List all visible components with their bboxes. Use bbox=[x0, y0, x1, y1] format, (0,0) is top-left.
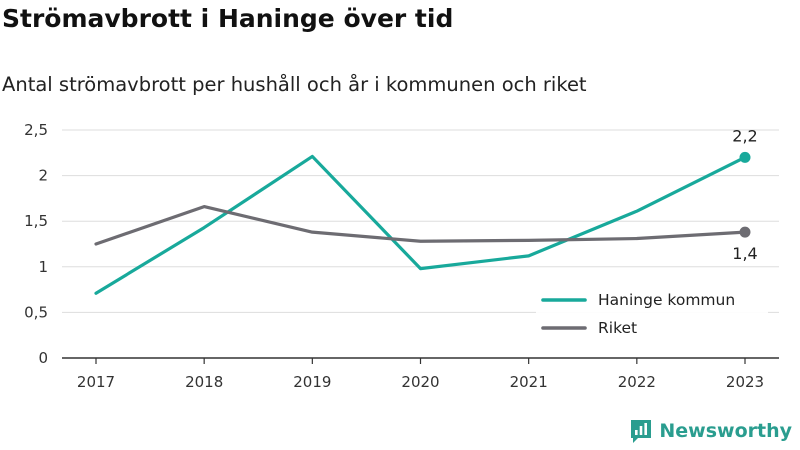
end-marker bbox=[739, 151, 751, 163]
series-line bbox=[94, 205, 747, 246]
y-tick-label: 0,5 bbox=[24, 303, 48, 321]
legend: Haninge kommun Riket bbox=[536, 284, 768, 344]
series-lines bbox=[94, 151, 751, 295]
data-label: 1,4 bbox=[732, 244, 757, 263]
y-tick-label: 2,5 bbox=[24, 121, 48, 139]
x-axis: 2017 2018 2019 2020 2021 2022 2023 bbox=[62, 357, 779, 391]
newsworthy-logo-icon bbox=[631, 420, 652, 443]
x-tick-label: 2021 bbox=[510, 373, 548, 391]
y-tick-label: 1 bbox=[38, 258, 48, 276]
legend-background bbox=[536, 284, 768, 344]
x-tick-label: 2018 bbox=[185, 373, 223, 391]
y-tick-label: 1,5 bbox=[24, 212, 48, 230]
y-tick-label: 0 bbox=[38, 349, 48, 367]
x-tick-label: 2022 bbox=[618, 373, 656, 391]
data-label: 2,2 bbox=[732, 126, 757, 145]
chart-subtitle: Antal strömavbrott per hushåll och år i … bbox=[2, 73, 587, 96]
legend-label: Riket bbox=[598, 319, 637, 337]
brand-name: Newsworthy bbox=[659, 420, 792, 442]
brand: Newsworthy bbox=[629, 418, 792, 444]
end-marker bbox=[739, 226, 751, 238]
series-line bbox=[94, 154, 747, 295]
y-tick-label: 2 bbox=[38, 167, 48, 185]
legend-label: Haninge kommun bbox=[598, 291, 735, 309]
x-tick-label: 2019 bbox=[293, 373, 331, 391]
data-labels: 2,2 1,4 bbox=[732, 126, 757, 263]
chart-title: Strömavbrott i Haninge över tid bbox=[2, 4, 454, 33]
x-tick-label: 2020 bbox=[401, 373, 439, 391]
gridlines: 0 0,5 1 1,5 2 2,5 bbox=[24, 121, 779, 367]
x-tick-label: 2023 bbox=[726, 373, 764, 391]
x-tick-label: 2017 bbox=[77, 373, 115, 391]
